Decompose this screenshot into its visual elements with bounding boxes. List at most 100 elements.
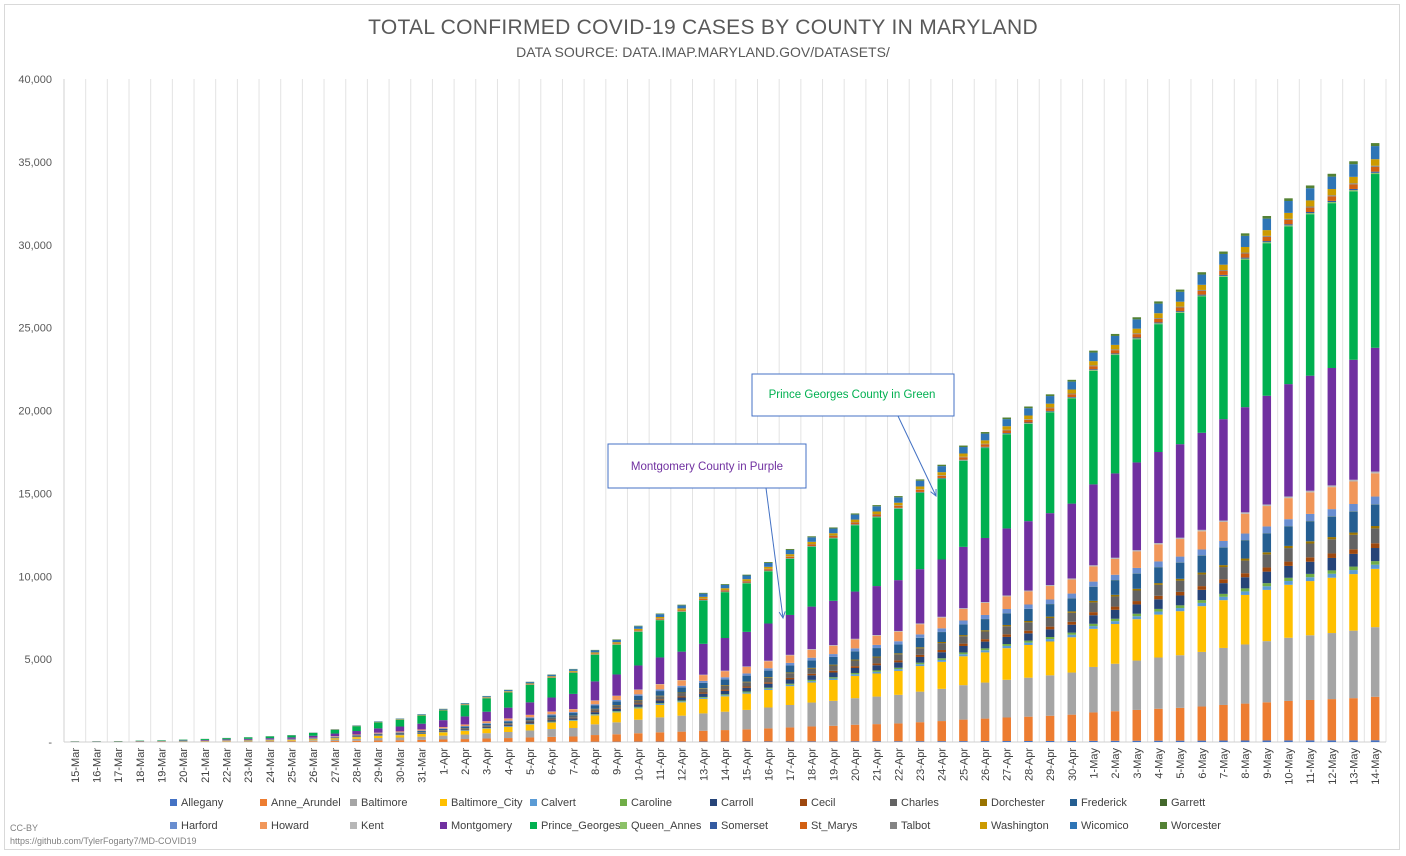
bar-segment-frederick [677,687,686,693]
bar-segment-dorchester [915,647,925,649]
bar-segment-wicomico [1067,381,1077,390]
bar-segment-kent [1370,471,1380,474]
legend-swatch [620,822,627,829]
bar-segment-washington [547,676,556,677]
bar-segment-howard [742,666,751,674]
bar-segment-charles [807,668,816,674]
callout-box [607,443,807,489]
bar-segment-prince-georges [504,692,513,708]
bar-segment-somerset [1175,311,1185,313]
bar-segment-montgomery [1024,521,1033,591]
bar-stack [1262,215,1272,742]
legend-label: Frederick [1081,797,1127,809]
bar-segment-harford [915,634,925,638]
bar-segment-howard [720,671,730,678]
bar-segment-queen-annes [1219,275,1228,277]
legend-label: Calvert [541,797,576,809]
bar-segment-charles [439,730,448,731]
bar-segment-washington [1349,176,1358,184]
x-tick-label: 16-Mar [92,748,104,783]
bar-segment-harford [1284,519,1293,527]
bar-segment-st-marys [1154,318,1163,323]
bar-segment-charles [872,657,881,664]
bar-segment-frederick [547,715,556,718]
bar-segment-prince-georges [352,726,361,732]
bar-segment-harford [482,723,491,724]
bar-segment-somerset [1349,188,1358,191]
bar-segment-howard [395,731,405,733]
bar-segment-talbot [1132,333,1142,335]
bar-segment-dorchester [894,653,903,655]
bar-segment-anne-arundel [1089,712,1098,741]
bar-segment-st-marys [959,457,968,460]
bar-segment-frederick [1240,540,1250,559]
bar-segment-queen-annes [1349,190,1358,192]
bar-segment-anne-arundel [742,729,751,742]
bar-segment-frederick [742,675,751,682]
legend-swatch [350,799,357,806]
bar-segment-cecil [1110,606,1120,610]
bar-segment-carroll [525,722,535,724]
bar-segment-baltimore-city [1327,577,1337,634]
bar-segment-frederick [569,713,578,716]
bar-segment-howard [1067,579,1077,594]
bar-segment-harford [872,644,881,648]
bar-stack [569,668,578,742]
bar-segment-harford [677,685,686,688]
bar-segment-caroline [1002,643,1011,646]
y-tick-label: 20,000 [18,406,52,418]
bar-stack [612,639,621,742]
bar-segment-anne-arundel [612,734,621,742]
bar-segment-calvert [569,720,578,721]
bar-segment-wicomico [1305,188,1315,201]
bar-segment-somerset [1132,337,1142,339]
bar-segment-allegany [1089,740,1098,742]
legend-swatch [800,822,807,829]
bar-segment-prince-georges [807,546,816,607]
bar-segment-carroll [872,665,881,671]
bar-segment-harford [1219,540,1228,548]
bar-segment-prince-georges [677,611,686,652]
bar-segment-queen-annes [1370,172,1380,175]
bar-segment-baltimore [1110,663,1120,712]
bar-segment-montgomery [807,606,816,650]
bar-segment-carroll [1175,595,1185,606]
bar-segment-caroline [1132,613,1142,617]
bar-segment-harford [720,677,730,680]
bar-segment-cecil [1024,630,1033,634]
bar-segment-dorchester [785,672,795,674]
bar-segment-baltimore [287,740,296,742]
bar-segment-baltimore [1219,647,1228,705]
bar-segment-howard [504,718,513,721]
legend-item: Carroll [710,797,753,809]
bar-segment-caroline [1327,570,1337,574]
bar-segment-frederick [807,660,816,668]
bar-segment-wicomico [764,562,773,567]
bar-segment-carroll [590,712,600,715]
bar-segment-st-marys [699,598,708,600]
bar-segment-anne-arundel [352,740,361,742]
bar-segment-montgomery [590,681,600,701]
bar-segment-somerset [1370,171,1380,173]
bar-segment-prince-georges [1175,312,1185,445]
bar-segment-washington [482,697,491,698]
bar-segment-carroll [569,718,578,720]
x-tick-label: 11-May [1305,748,1317,784]
bar-segment-carroll [1154,599,1163,609]
bar-segment-cecil [1089,612,1098,616]
bar-segment-calvert [1284,581,1293,585]
bar-segment-dorchester [1154,583,1163,585]
bar-segment-dorchester [872,656,881,658]
bar-segment-wicomico [439,708,448,710]
bar-segment-somerset [1024,422,1033,424]
bar-segment-baltimore-city [980,652,990,683]
bar-segment-worcester [1370,143,1380,147]
bar-segment-prince-georges [980,448,990,538]
x-tick-label: 11-Apr [655,748,667,781]
bar-segment-howard [1089,566,1098,582]
bar-segment-harford [1110,574,1120,581]
x-tick-label: 23-Mar [243,748,255,783]
bar-segment-worcester [1240,233,1250,236]
bar-segment-carroll [807,675,816,680]
bar-segment-wicomico [742,575,751,580]
